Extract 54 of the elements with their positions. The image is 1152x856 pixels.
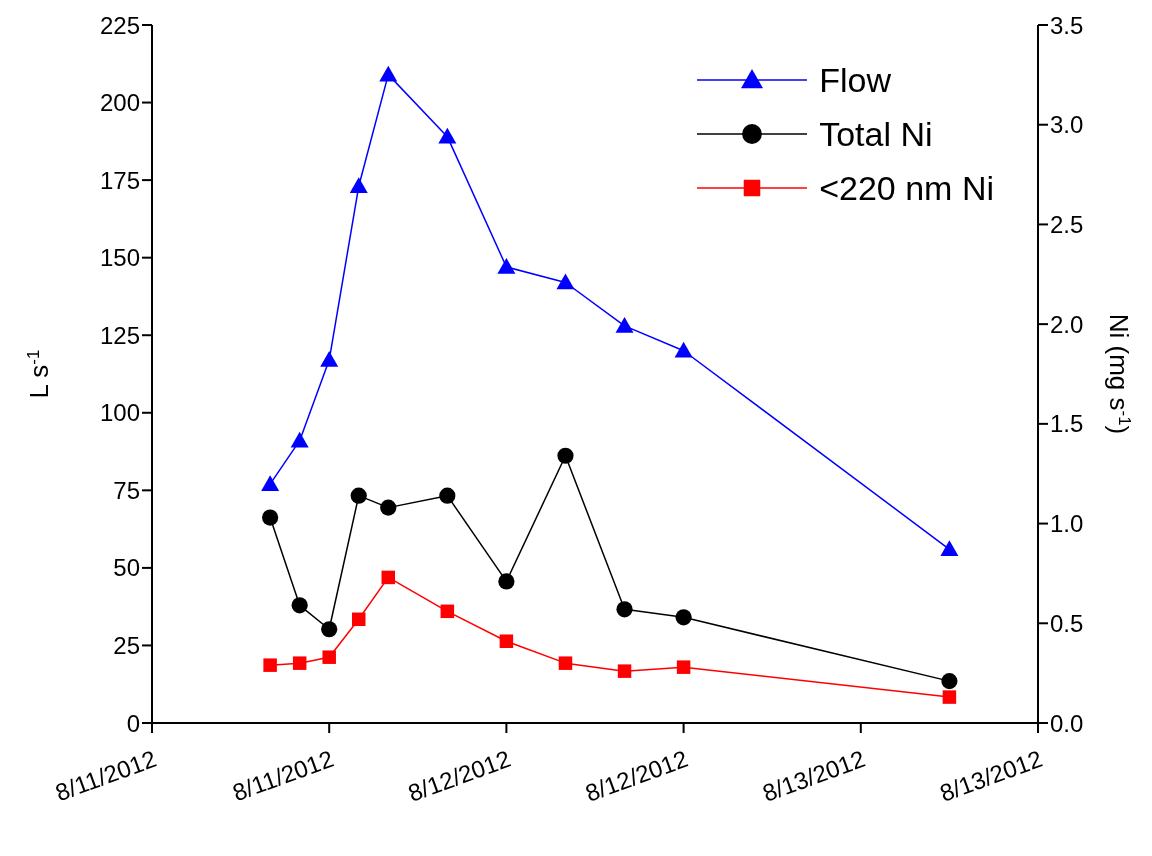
y-tick-label: 125 [99,321,140,349]
point [675,609,692,626]
point [556,273,575,290]
y2-tick-label: 0.5 [1050,609,1084,637]
legend-label: Total Ni [819,114,933,154]
point [440,604,455,619]
y-tick-label: 100 [99,399,140,427]
point [351,612,366,627]
point [291,597,308,614]
point [320,351,339,367]
point [616,601,633,618]
point [438,127,457,144]
point [676,660,691,674]
y-tick-label: 25 [113,631,140,659]
point [379,65,398,82]
point [381,570,396,585]
y2-tick-label: 2.0 [1050,310,1084,338]
point [499,634,514,648]
point [350,487,367,504]
y-tick-label: 75 [113,476,140,504]
y-tick-label: 150 [99,244,140,272]
y2-tick-label: 1.0 [1050,510,1084,538]
point [263,658,277,672]
point [615,316,634,333]
point [322,650,336,664]
point [292,656,307,670]
point [617,664,632,678]
point [674,341,693,358]
y2-tick-label: 3.5 [1050,11,1084,39]
y-tick-label: 50 [113,554,140,582]
point [262,509,279,526]
point [290,431,309,448]
legend-label: Flow [819,60,891,100]
point [941,673,958,690]
y2-tick-label: 1.5 [1050,410,1084,438]
point [557,447,574,464]
y2-tick-label: 3.0 [1050,111,1084,139]
y-tick-label: 0 [126,709,140,737]
point [380,499,397,516]
y2-tick-label: 2.5 [1050,210,1084,238]
point [497,257,516,274]
legend-label: <220 nm Ni [819,168,994,208]
point [558,656,573,670]
point [261,475,280,491]
y-tick-label: 175 [99,166,140,194]
point [439,487,456,504]
y2-tick-label: 0.0 [1050,709,1084,737]
y-tick-label: 200 [99,89,140,117]
point [349,177,368,194]
point [940,540,959,557]
point [942,690,957,704]
y-tick-label: 225 [99,11,140,39]
point [321,621,338,638]
point [498,573,515,590]
